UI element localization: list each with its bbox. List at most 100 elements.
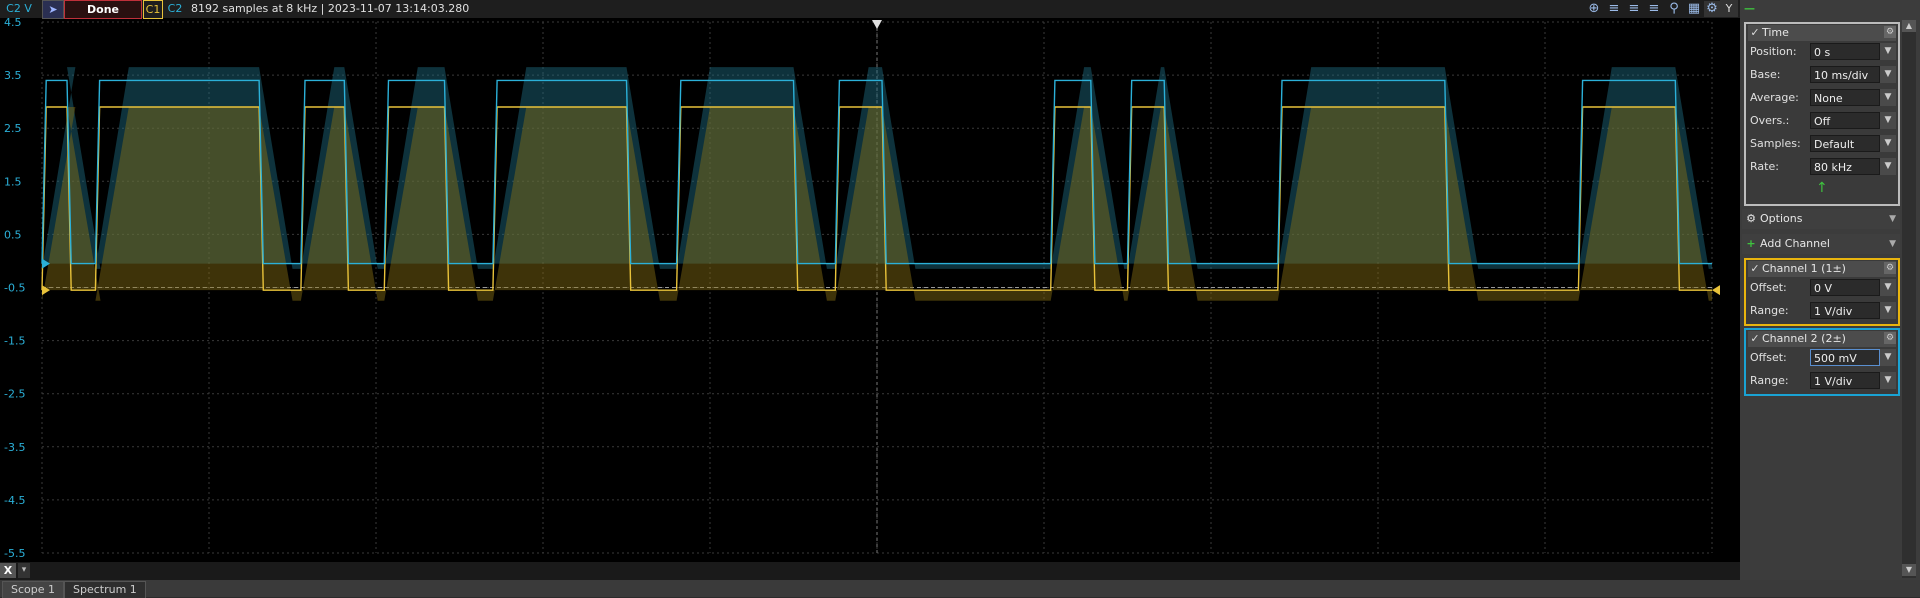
- channel-2-group: ✓ Channel 2 (2±) ⚙ Offset: 500 mV ▼ Range…: [1744, 328, 1900, 396]
- channel-2-header[interactable]: ✓ Channel 2 (2±): [1748, 331, 1896, 347]
- acquisition-status-button[interactable]: Done: [64, 0, 142, 19]
- base-label: Base:: [1750, 68, 1781, 81]
- scroll-up-icon[interactable]: ▲: [1902, 20, 1916, 32]
- channel-2-trace: [41, 79, 1712, 265]
- position-field[interactable]: 0 s: [1810, 43, 1880, 60]
- position-label: Position:: [1750, 45, 1797, 58]
- magnify-icon[interactable]: ⚲: [1669, 1, 1679, 16]
- tab-bar: Scope 1 Spectrum 1: [0, 580, 1920, 598]
- zoom-in-icon[interactable]: ⊕: [1588, 1, 1600, 16]
- chevron-down-icon[interactable]: ▼: [1880, 43, 1896, 60]
- chevron-down-icon: ▼: [1889, 239, 1896, 249]
- channel-2-offset-field[interactable]: 500 mV: [1810, 349, 1880, 366]
- trigger-position-marker: [872, 20, 882, 29]
- channel-1-trigger-marker: [1712, 285, 1720, 296]
- oversampling-field[interactable]: Off: [1810, 112, 1880, 129]
- channel-1-offset-row: Offset: 0 V ▼: [1748, 278, 1896, 298]
- checkmark-icon: ✓: [1750, 332, 1760, 345]
- y-tick-label: -2.5: [4, 388, 25, 401]
- gear-icon: ⚙: [1746, 212, 1756, 225]
- y-tick-label: 1.5: [4, 175, 22, 188]
- time-oversampling-row: Overs.: Off ▼: [1748, 111, 1896, 131]
- tab-spectrum-1[interactable]: Spectrum 1: [64, 581, 146, 598]
- plus-icon: +: [1746, 237, 1756, 250]
- chevron-down-icon[interactable]: ▼: [1880, 89, 1896, 106]
- options-menu[interactable]: ⚙ Options ▼: [1742, 209, 1900, 229]
- samples-label: Samples:: [1750, 137, 1801, 150]
- y-tick-label: -4.5: [4, 494, 25, 507]
- rate-field[interactable]: 80 kHz: [1810, 158, 1880, 175]
- y-tick-label: 0.5: [4, 228, 22, 241]
- panel-scrollbar[interactable]: [1902, 20, 1916, 578]
- channel-1-range-field[interactable]: 1 V/div: [1810, 302, 1880, 319]
- gear-icon[interactable]: ⚙: [1884, 332, 1896, 344]
- average-label: Average:: [1750, 91, 1799, 104]
- chevron-down-icon[interactable]: ▼: [1880, 112, 1896, 129]
- rate-label: Rate:: [1750, 160, 1779, 173]
- chevron-down-icon[interactable]: ▼: [1880, 135, 1896, 152]
- checkmark-icon: ✓: [1750, 26, 1760, 39]
- collapse-panel-icon[interactable]: —: [1744, 2, 1755, 15]
- channel-2-title: Channel 2 (2±): [1762, 332, 1846, 345]
- zoom-x-icon[interactable]: ≡: [1608, 1, 1620, 16]
- y-tick-label: -1.5: [4, 335, 25, 348]
- chevron-down-icon[interactable]: ▼: [1880, 372, 1896, 389]
- options-label: Options: [1760, 212, 1803, 225]
- waveform-chart[interactable]: 4.53.52.51.50.5-0.5-1.5-2.5-3.5-4.5-5.5-…: [0, 0, 1740, 562]
- offset-label: Offset:: [1750, 351, 1787, 364]
- y-axis-button[interactable]: Y: [1720, 0, 1738, 17]
- time-base-row: Base: 10 ms/div ▼: [1748, 65, 1896, 85]
- x-axis-bar: [0, 562, 1740, 580]
- channel-2-toggle[interactable]: C2: [167, 2, 183, 15]
- chevron-down-icon[interactable]: ▼: [1880, 349, 1896, 366]
- channel-1-title: Channel 1 (1±): [1762, 262, 1846, 275]
- scroll-down-icon[interactable]: ▼: [1902, 564, 1916, 576]
- chevron-down-icon[interactable]: ▼: [1880, 279, 1896, 296]
- channel-1-group: ✓ Channel 1 (1±) ⚙ Offset: 0 V ▼ Range: 1…: [1744, 258, 1900, 326]
- channel-1-offset-marker: [42, 285, 50, 296]
- chevron-down-icon[interactable]: ▼: [1880, 66, 1896, 83]
- gear-icon[interactable]: ⚙: [1884, 26, 1896, 38]
- channel-1-envelope: [42, 107, 1712, 301]
- arrow-up-icon[interactable]: ↑: [1816, 180, 1828, 196]
- plot-toolbar: C2 V ➤ Done C1 C2 8192 samples at 8 kHz …: [0, 0, 1740, 19]
- run-button[interactable]: ➤: [42, 0, 64, 19]
- x-axis-button[interactable]: X: [0, 563, 16, 578]
- channel-2-offset-marker: [42, 258, 50, 269]
- channel-1-range-row: Range: 1 V/div ▼: [1748, 301, 1896, 321]
- channel-1-toggle[interactable]: C1: [143, 0, 163, 19]
- zoom-y-icon[interactable]: ≡: [1628, 1, 1640, 16]
- time-settings-group: ✓ Time ⚙ Position: 0 s ▼ Base: 10 ms/div …: [1744, 22, 1900, 206]
- average-field[interactable]: None: [1810, 89, 1880, 106]
- time-position-row: Position: 0 s ▼: [1748, 42, 1896, 62]
- add-channel-menu[interactable]: + Add Channel ▼: [1742, 234, 1900, 254]
- gear-icon[interactable]: ⚙: [1884, 262, 1896, 274]
- samples-field[interactable]: Default: [1810, 135, 1880, 152]
- channel-2-range-field[interactable]: 1 V/div: [1810, 372, 1880, 389]
- base-field[interactable]: 10 ms/div: [1810, 66, 1880, 83]
- oversampling-label: Overs.:: [1750, 114, 1790, 127]
- tab-scope-1[interactable]: Scope 1: [2, 581, 64, 598]
- chevron-down-icon[interactable]: ▼: [1880, 158, 1896, 175]
- y-tick-label: -5.5: [4, 547, 25, 560]
- time-group-header[interactable]: ✓ Time: [1748, 25, 1896, 41]
- gear-icon[interactable]: ⚙: [1704, 1, 1720, 17]
- checkmark-icon: ✓: [1750, 262, 1760, 275]
- offset-label: Offset:: [1750, 281, 1787, 294]
- acquisition-info: 8192 samples at 8 kHz | 2023-11-07 13:14…: [191, 2, 470, 15]
- y-tick-label: -3.5: [4, 441, 25, 454]
- channel-1-header[interactable]: ✓ Channel 1 (1±): [1748, 261, 1896, 277]
- chevron-down-icon: ▼: [1889, 214, 1896, 224]
- y-tick-label: -0.5: [4, 282, 25, 295]
- grid-icon[interactable]: ▦: [1687, 1, 1701, 16]
- chevron-down-icon[interactable]: ▼: [1880, 302, 1896, 319]
- time-samples-row: Samples: Default ▼: [1748, 134, 1896, 154]
- channel-2-envelope: [42, 67, 1712, 269]
- channel-1-offset-field[interactable]: 0 V: [1810, 279, 1880, 296]
- active-channel-unit-label: C2 V: [6, 2, 32, 15]
- range-label: Range:: [1750, 374, 1789, 387]
- oscilloscope-plot-area[interactable]: 4.53.52.51.50.5-0.5-1.5-2.5-3.5-4.5-5.5-…: [0, 0, 1740, 597]
- range-label: Range:: [1750, 304, 1789, 317]
- zoom-fit-icon[interactable]: ≡: [1648, 1, 1660, 16]
- x-axis-lock-icon[interactable]: ▾: [18, 563, 30, 578]
